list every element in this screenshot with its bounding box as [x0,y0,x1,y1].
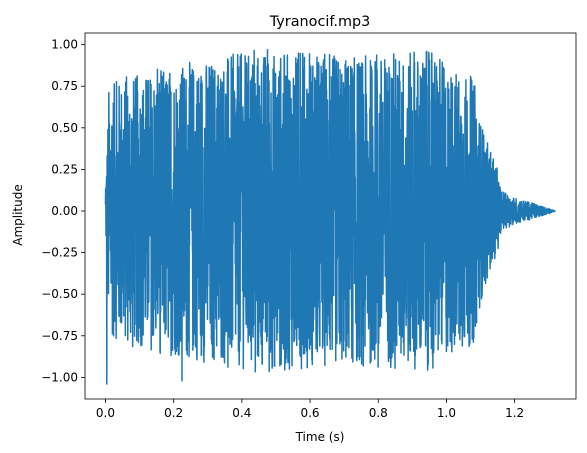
y-axis: 1.00 0.75 0.50 0.25 0.00 −0.25 −0.50 −0.75 −1.00 [41,38,85,384]
x-tick-label: 0.4 [232,406,251,420]
x-tick-label: 0.0 [96,406,115,420]
y-tick-label: 1.00 [51,38,78,52]
x-tick-label: 1.0 [437,406,456,420]
x-axis: 0.0 0.2 0.4 0.6 0.8 1.0 1.2 [96,399,524,420]
x-tick-label: 0.2 [164,406,183,420]
axes-frame [84,32,577,400]
x-tick-label: 0.8 [369,406,388,420]
x-tick-label: 0.6 [300,406,319,420]
y-tick-label: −0.25 [41,246,78,260]
y-tick-label: 0.00 [51,204,78,218]
y-axis-label: Amplitude [11,184,25,246]
y-tick-label: 0.75 [51,79,78,93]
waveform-series-line [104,48,557,385]
x-tick-label: 1.2 [505,406,524,420]
y-tick-label: 0.25 [51,162,78,176]
y-tick-label: −1.00 [41,370,78,384]
y-tick-label: −0.75 [41,329,78,343]
plot-area [104,48,557,385]
y-tick-label: −0.50 [41,287,78,301]
x-axis-label: Time (s) [295,430,345,444]
y-tick-label: 0.50 [51,121,78,135]
chart-title: Tyranocif.mp3 [269,14,371,30]
